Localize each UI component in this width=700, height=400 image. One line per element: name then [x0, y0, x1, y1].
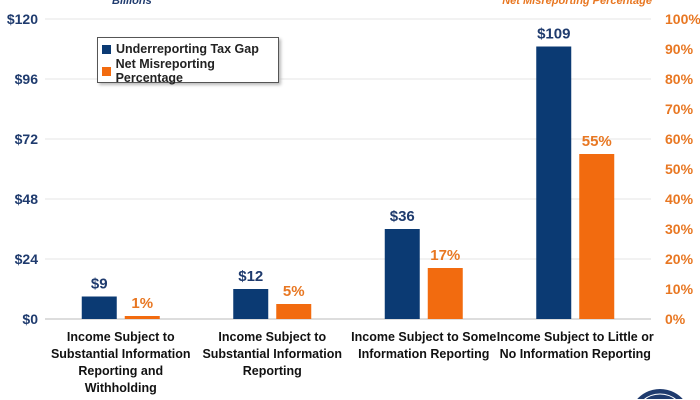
legend-swatch-blue: [102, 44, 111, 54]
legend-item-misreporting: Net Misreporting Percentage: [98, 57, 278, 85]
category-label: Income Subject to Little or: [497, 330, 654, 344]
y-tick-right: 60%: [665, 131, 694, 147]
y-tick-right: 50%: [665, 161, 694, 177]
data-label: $109: [537, 26, 570, 43]
y-tick-left: $24: [15, 251, 39, 267]
data-label: $9: [91, 276, 108, 293]
legend-label: Underreporting Tax Gap: [116, 42, 259, 56]
y-tick-left: $120: [7, 11, 38, 27]
y-tick-right: 20%: [665, 251, 694, 267]
bar-misreporting: [124, 316, 160, 319]
y-tick-right: 90%: [665, 41, 694, 57]
y-tick-left: $48: [15, 191, 39, 207]
data-label: 55%: [582, 133, 612, 150]
data-label: 1%: [131, 295, 153, 312]
bar-tax-gap: [384, 229, 420, 319]
category-label: Income Subject to: [67, 330, 175, 344]
legend-item-tax-gap: Underreporting Tax Gap: [98, 38, 278, 60]
data-label: $12: [238, 268, 263, 285]
y-tick-right: 70%: [665, 101, 694, 117]
data-label: 5%: [283, 283, 305, 300]
category-label: No Information Reporting: [500, 347, 651, 361]
data-label: 17%: [430, 247, 460, 264]
category-label: Substantial Information: [51, 347, 191, 361]
y-tick-right: 0%: [665, 311, 686, 327]
y-tick-right: 10%: [665, 281, 694, 297]
bar-misreporting: [579, 154, 615, 319]
bar-tax-gap: [81, 296, 117, 319]
data-label: $36: [390, 208, 415, 225]
legend-swatch-orange: [102, 66, 111, 76]
category-label: Withholding: [85, 381, 157, 395]
y-tick-left: $96: [15, 71, 39, 87]
category-label: Substantial Information: [202, 347, 342, 361]
y-tick-right: 30%: [665, 221, 694, 237]
category-label: Income Subject to Some: [351, 330, 496, 344]
bar-misreporting: [427, 268, 463, 319]
bar-misreporting: [276, 304, 312, 319]
category-label: Reporting: [243, 364, 302, 378]
category-label: Reporting and: [78, 364, 163, 378]
y-tick-right: 80%: [665, 71, 694, 87]
seal-ring: [643, 393, 677, 400]
category-label: Information Reporting: [358, 347, 489, 361]
bar-tax-gap: [536, 46, 572, 319]
legend: Underreporting Tax Gap Net Misreporting …: [97, 37, 279, 85]
y-tick-left: $0: [22, 311, 38, 327]
y-tick-right: 100%: [665, 11, 700, 27]
left-axis-title: Billions: [112, 0, 152, 7]
bar-tax-gap: [233, 289, 269, 319]
category-label: Income Subject to: [218, 330, 326, 344]
right-axis-title: Net Misreporting Percentage: [502, 0, 652, 7]
legend-label: Net Misreporting Percentage: [115, 57, 215, 85]
y-tick-left: $72: [15, 131, 39, 147]
y-tick-right: 40%: [665, 191, 694, 207]
